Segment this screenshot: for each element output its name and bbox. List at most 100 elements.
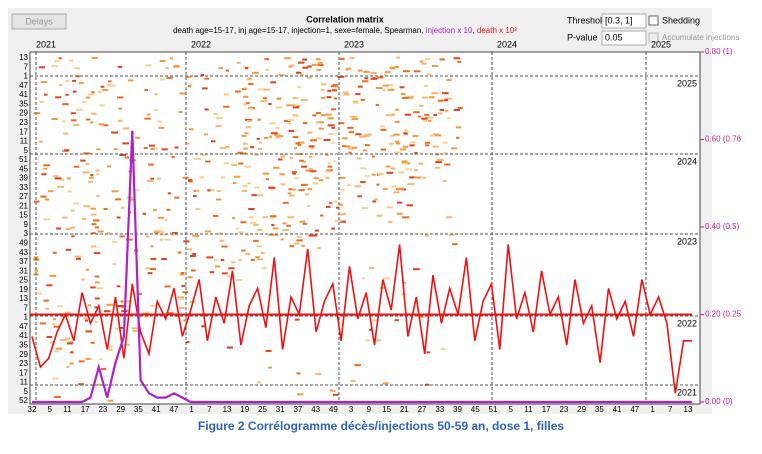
- heatmap-cell: [199, 176, 205, 179]
- heatmap-cell: [431, 92, 439, 95]
- heatmap-cell: [305, 169, 311, 172]
- heatmap-cell: [205, 160, 211, 163]
- heatmap-cell: [427, 119, 432, 122]
- heatmap-cell: [187, 276, 193, 279]
- heatmap-cell: [111, 190, 119, 193]
- heatmap-cell: [287, 192, 292, 195]
- heatmap-cell: [399, 148, 407, 151]
- heatmap-cell: [376, 183, 380, 186]
- heatmap-cell: [72, 79, 77, 82]
- heatmap-cell: [360, 167, 367, 170]
- heatmap-cell: [317, 61, 323, 64]
- heatmap-cell: [80, 159, 86, 162]
- heatmap-cell: [268, 366, 273, 369]
- heatmap-cell: [256, 258, 264, 261]
- heatmap-cell: [158, 126, 165, 129]
- heatmap-cell: [248, 83, 254, 86]
- pvalue-select[interactable]: [601, 30, 647, 46]
- heatmap-cell: [413, 70, 421, 73]
- shedding-checkbox[interactable]: [648, 15, 659, 26]
- x-tick-label: 19: [240, 405, 249, 414]
- heatmap-cell: [319, 121, 324, 124]
- heatmap-cell: [387, 220, 393, 223]
- heatmap-cell: [352, 100, 359, 103]
- heatmap-cell: [91, 112, 97, 115]
- heatmap-cell: [312, 114, 317, 117]
- year-label: 2025: [651, 39, 671, 49]
- heatmap-cell: [263, 88, 271, 91]
- delays-button[interactable]: [11, 13, 67, 30]
- heatmap-cell: [308, 234, 313, 237]
- heatmap-cell: [91, 56, 98, 59]
- heatmap-cell: [301, 99, 308, 102]
- heatmap-cell: [226, 275, 231, 278]
- heatmap-cell: [250, 258, 255, 261]
- heatmap-cell: [297, 143, 302, 146]
- heatmap-cell: [295, 142, 300, 145]
- heatmap-cell: [231, 261, 236, 264]
- heatmap-cell: [201, 87, 208, 90]
- heatmap-cell: [242, 103, 248, 106]
- left-label: 45: [19, 164, 28, 173]
- heatmap-cell: [448, 234, 455, 237]
- y-tick-label: 0.40 (0.5): [705, 222, 740, 231]
- heatmap-cell: [340, 189, 345, 192]
- heatmap-cell: [157, 177, 161, 180]
- heatmap-cell: [132, 189, 140, 192]
- heatmap-cell: [270, 132, 278, 135]
- heatmap-cell: [445, 216, 452, 219]
- heatmap-cell: [65, 80, 70, 83]
- heatmap-cell: [83, 152, 91, 155]
- heatmap-cell: [137, 292, 142, 295]
- heatmap-cell: [361, 277, 365, 280]
- heatmap-cell: [108, 348, 113, 351]
- heatmap-cell: [382, 187, 388, 190]
- accumulate-checkbox[interactable]: [648, 32, 659, 43]
- heatmap-cell: [174, 146, 179, 149]
- heatmap-cell: [348, 131, 355, 134]
- heatmap-cell: [292, 136, 299, 139]
- heatmap-cell: [412, 268, 420, 271]
- heatmap-cell: [120, 306, 125, 309]
- heatmap-cell: [389, 142, 394, 145]
- heatmap-cell: [320, 114, 326, 117]
- heatmap-cell: [81, 101, 87, 104]
- x-tick-label: 17: [542, 405, 551, 414]
- heatmap-cell: [65, 337, 71, 340]
- heatmap-cell: [59, 338, 67, 341]
- heatmap-cell: [148, 144, 155, 147]
- heatmap-cell: [402, 70, 410, 73]
- left-label: 51: [19, 155, 28, 164]
- heatmap-cell: [131, 327, 139, 330]
- heatmap-cell: [66, 365, 70, 368]
- heatmap-cell: [307, 76, 312, 79]
- heatmap-cell: [234, 90, 241, 93]
- heatmap-cell: [332, 393, 339, 396]
- heatmap-cell: [362, 149, 367, 152]
- heatmap-cell: [364, 77, 369, 80]
- heatmap-cell: [150, 245, 154, 248]
- left-label: 5: [24, 387, 29, 396]
- heatmap-cell: [148, 163, 154, 166]
- heatmap-cell: [401, 159, 408, 162]
- heatmap-cell: [40, 81, 48, 84]
- heatmap-cell: [53, 175, 59, 178]
- heatmap-cell: [312, 63, 318, 66]
- heatmap-cell: [275, 126, 280, 129]
- heatmap-cell: [144, 315, 150, 318]
- heatmap-cell: [261, 251, 265, 254]
- heatmap-cell: [58, 57, 62, 60]
- heatmap-cell: [233, 175, 241, 178]
- heatmap-cell: [422, 96, 428, 99]
- heatmap-cell: [442, 92, 449, 95]
- heatmap-cell: [337, 213, 345, 216]
- heatmap-cell: [360, 181, 366, 184]
- heatmap-cell: [327, 117, 334, 120]
- heatmap-cell: [424, 58, 431, 61]
- heatmap-cell: [402, 145, 409, 148]
- heatmap-cell: [286, 224, 292, 227]
- heatmap-cell: [191, 269, 196, 272]
- threshold-select[interactable]: [601, 13, 647, 29]
- heatmap-cell: [318, 179, 324, 182]
- heatmap-cell: [248, 216, 255, 219]
